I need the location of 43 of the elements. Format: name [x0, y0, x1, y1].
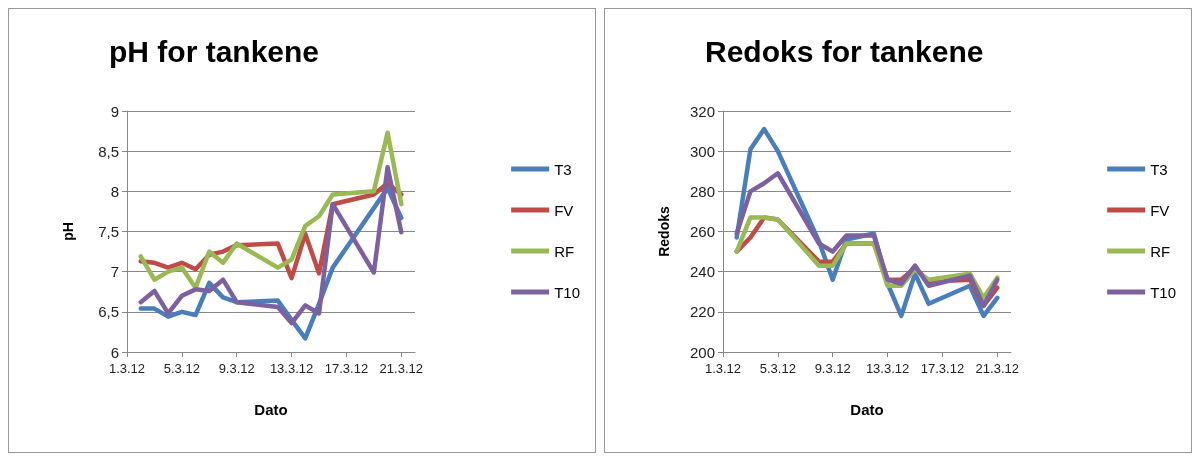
legend-label: FV [1150, 201, 1170, 219]
x-axis-title: Dato [254, 401, 288, 418]
y-tick-label: 6 [110, 343, 119, 361]
line-series [734, 171, 1000, 309]
x-tick-label: 5.3.12 [759, 361, 796, 376]
x-tick-label: 13.3.12 [269, 361, 314, 376]
y-tick-label: 300 [689, 142, 715, 160]
legend-label: T10 [554, 283, 581, 301]
x-tick-label: 17.3.12 [324, 361, 369, 376]
legend-label: RF [1150, 242, 1171, 260]
y-tick-label: 280 [689, 182, 715, 200]
y-tick-label: 200 [689, 343, 715, 361]
legend-label: RF [554, 242, 575, 260]
y-tick-label: 7 [110, 263, 119, 281]
x-tick-label: 21.3.12 [975, 361, 1019, 376]
legend-label: T3 [1150, 160, 1168, 178]
legend-label: T10 [1150, 283, 1177, 301]
x-tick-label: 9.3.12 [814, 361, 851, 376]
y-tick-label: 320 [689, 102, 715, 120]
y-tick-label: 6,5 [98, 303, 119, 321]
x-tick-label: 1.3.12 [704, 361, 742, 376]
x-tick-label: 5.3.12 [163, 361, 200, 376]
legend-label: T3 [554, 160, 572, 178]
x-tick-label: 17.3.12 [920, 361, 965, 376]
line-series [138, 164, 404, 326]
x-tick-label: 21.3.12 [379, 361, 423, 376]
x-tick-label: 9.3.12 [218, 361, 255, 376]
y-tick-label: 9 [110, 102, 119, 120]
y-tick-label: 260 [689, 223, 715, 240]
y-tick-label: 8,5 [98, 142, 119, 160]
y-tick-label: 240 [689, 263, 715, 281]
y-tick-label: 220 [689, 303, 715, 321]
legend-label: FV [554, 201, 574, 219]
y-axis-title: pH [60, 222, 76, 241]
x-tick-label: 13.3.12 [865, 361, 910, 376]
line-series [138, 130, 404, 290]
chart-title: pH for tankene [109, 34, 320, 68]
y-tick-label: 7,5 [98, 223, 119, 240]
chart-title: Redoks for tankene [705, 34, 984, 68]
x-tick-label: 1.3.12 [108, 361, 146, 376]
y-axis-title: Redoks [656, 206, 672, 257]
y-tick-label: 8 [110, 182, 119, 200]
x-axis-title: Dato [850, 401, 884, 418]
